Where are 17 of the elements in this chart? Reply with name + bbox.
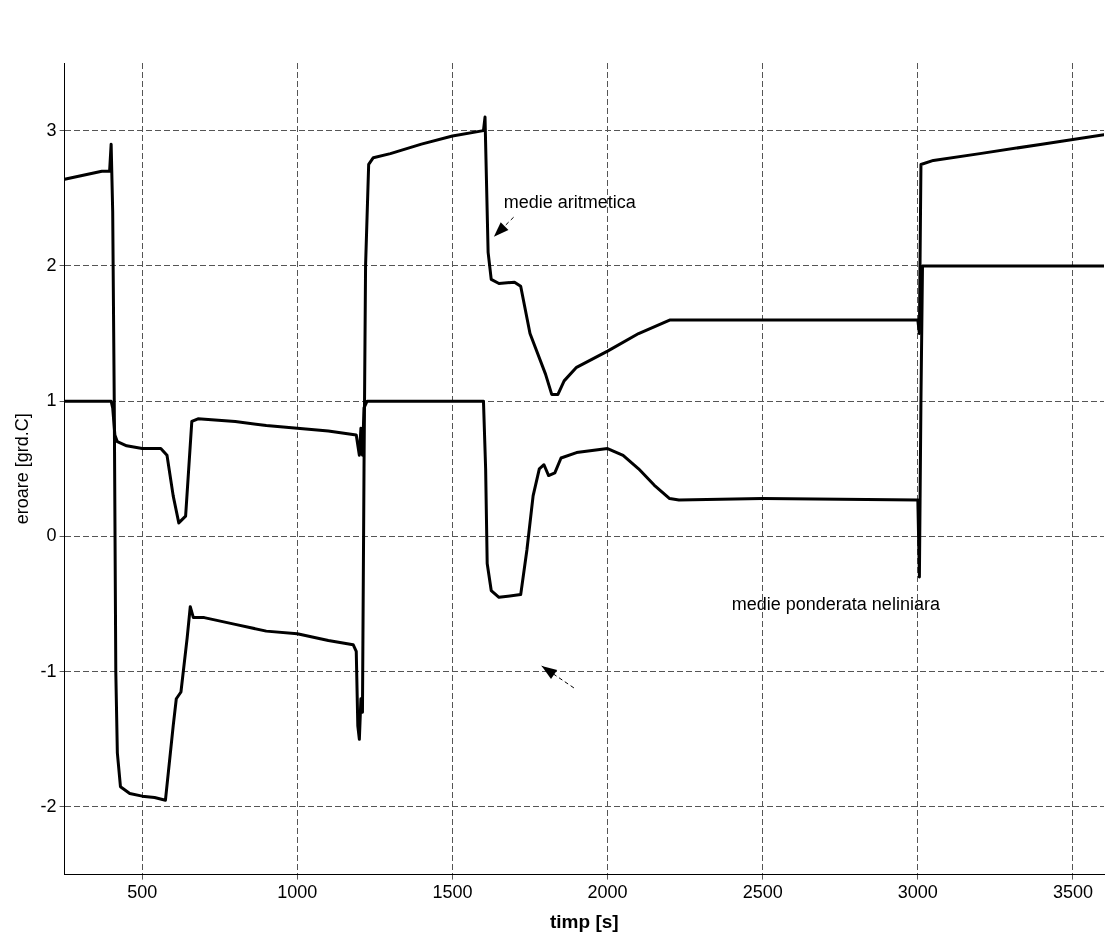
x-tick-label: 2000: [587, 882, 628, 903]
x-tick-label: 3500: [1052, 882, 1093, 903]
x-axis-title: timp [s]: [550, 910, 619, 932]
y-tick-label: -1: [40, 660, 57, 681]
y-tick-label: 0: [46, 525, 57, 546]
y-tick-label: 2: [46, 254, 57, 275]
y-tick-label: 1: [46, 390, 57, 411]
x-tick-label: 2500: [742, 882, 783, 903]
y-tick-label: -2: [40, 795, 57, 816]
x-tick-label: 3000: [897, 882, 938, 903]
x-tick-label: 1500: [432, 882, 473, 903]
x-tick-label: 1000: [277, 882, 318, 903]
series-label: medie aritmetica: [503, 191, 637, 212]
series-label: medie ponderata neliniara: [731, 594, 941, 615]
y-tick-label: 3: [46, 119, 57, 140]
x-tick-label: 500: [127, 882, 158, 903]
y-axis-title: eroare [grd.C]: [11, 413, 32, 525]
